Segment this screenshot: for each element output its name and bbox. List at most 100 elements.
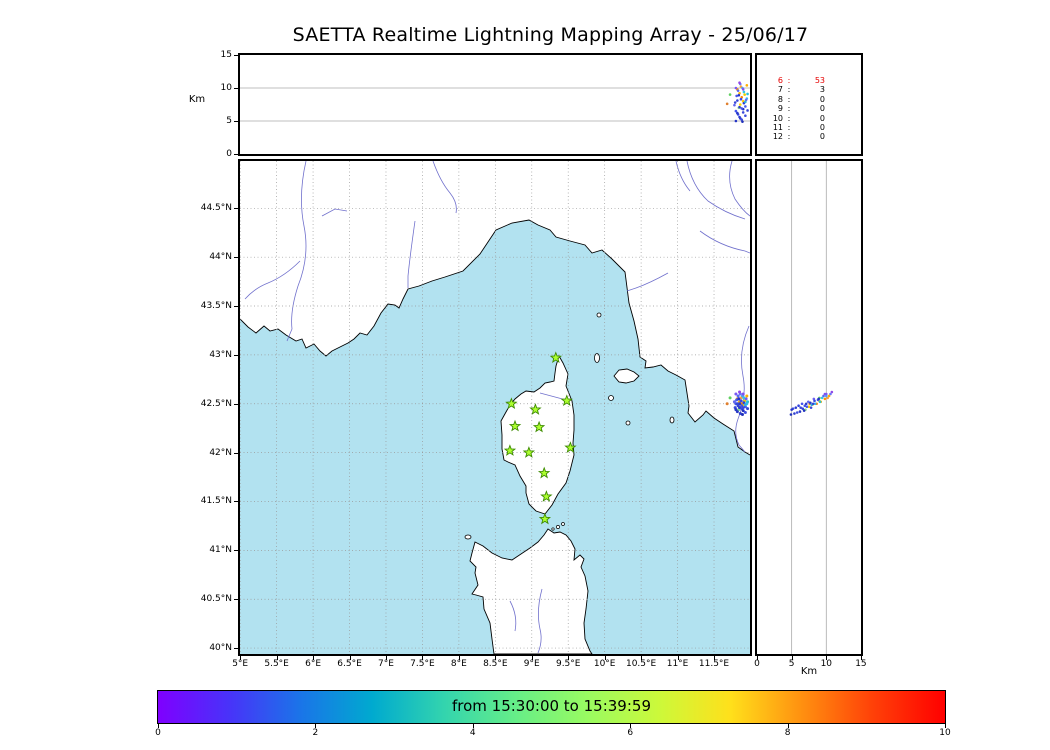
tick-mark bbox=[714, 656, 716, 660]
tick-mark bbox=[422, 656, 424, 660]
lon-tick-label: 9.5°E bbox=[555, 659, 581, 669]
tick-mark bbox=[826, 656, 828, 660]
station-markers bbox=[503, 351, 577, 525]
minute-count-label: : bbox=[787, 94, 791, 104]
tick-mark bbox=[472, 724, 474, 728]
tick-mark bbox=[630, 724, 632, 728]
tick-mark bbox=[234, 452, 238, 454]
colorbar-tick-label: 6 bbox=[627, 728, 634, 738]
station-star-marker bbox=[532, 420, 546, 433]
minute-count-row: 7: 3 bbox=[767, 85, 861, 94]
lon-tick-label: 10.5°E bbox=[625, 659, 657, 669]
colorbar-tick-label: 8 bbox=[784, 728, 791, 738]
lon-tick-label: 9°E bbox=[523, 659, 540, 669]
montecristo-island bbox=[625, 420, 631, 426]
minute-count-label: 11 bbox=[772, 123, 783, 133]
lon-tick-label: 6.5°E bbox=[337, 659, 362, 669]
lon-tick-label: 7°E bbox=[378, 659, 394, 669]
minute-count-value: 3 bbox=[819, 85, 825, 95]
station-star-marker bbox=[508, 419, 522, 432]
river-alpine bbox=[432, 161, 457, 214]
lat-tick-label: 43°N bbox=[209, 349, 232, 360]
river-arno bbox=[626, 272, 669, 292]
altitude-axis-label-right: Km bbox=[800, 666, 818, 677]
tick-mark bbox=[234, 306, 238, 308]
asinara-island bbox=[464, 534, 472, 540]
tick-mark bbox=[234, 354, 238, 356]
tick-mark bbox=[158, 724, 159, 728]
map-panel bbox=[238, 159, 752, 656]
station-star-marker bbox=[529, 403, 542, 415]
altitude-longitude-panel bbox=[238, 53, 752, 156]
tick-mark bbox=[385, 656, 387, 660]
minute-count-label: : bbox=[787, 123, 791, 133]
tick-mark bbox=[313, 656, 315, 660]
land-areas bbox=[240, 161, 750, 654]
lat-tick-label: 40°N bbox=[209, 643, 232, 654]
colorbar-tick-label: 10 bbox=[939, 728, 951, 738]
lon-tick-label: 8°E bbox=[450, 659, 467, 669]
tick-mark bbox=[791, 656, 793, 660]
lon-tick-label: 11.5°E bbox=[698, 659, 730, 669]
tick-mark bbox=[234, 208, 238, 210]
minute-count-row: 8: 0 bbox=[767, 95, 861, 104]
tick-mark bbox=[234, 154, 238, 155]
gorgona-island bbox=[596, 312, 602, 318]
tick-mark bbox=[349, 656, 351, 660]
minute-count-row: 12: 0 bbox=[767, 132, 861, 141]
tick-mark bbox=[315, 724, 317, 728]
alt-tick-label: 10 bbox=[220, 83, 232, 93]
tick-mark bbox=[234, 121, 238, 122]
giglio-island bbox=[669, 416, 675, 424]
elba-island bbox=[613, 368, 640, 384]
tick-mark bbox=[495, 656, 497, 660]
station-star-marker bbox=[537, 466, 551, 479]
station-star-marker bbox=[564, 441, 577, 453]
tick-mark bbox=[458, 656, 460, 660]
station-star-marker bbox=[505, 397, 518, 410]
tick-mark bbox=[276, 656, 278, 660]
minute-count-label: : bbox=[787, 76, 791, 85]
map-plot bbox=[240, 161, 750, 654]
tick-mark bbox=[234, 257, 238, 259]
lon-tick-label: 5.5°E bbox=[264, 659, 289, 669]
maddalena-islet-3 bbox=[551, 527, 555, 531]
minute-count-label: : bbox=[787, 113, 791, 123]
river-po-3 bbox=[675, 161, 691, 192]
minute-count-row: 9: 0 bbox=[767, 104, 861, 113]
lat-tick-label: 42°N bbox=[209, 447, 232, 458]
minute-count-label: 10 bbox=[772, 113, 783, 123]
lon-tick-label: 5°E bbox=[232, 659, 249, 669]
tick-mark bbox=[234, 88, 238, 89]
minute-count-value: 0 bbox=[819, 132, 825, 142]
lightning-sources-altitude-latitude bbox=[789, 390, 834, 416]
minute-count-value: 0 bbox=[819, 113, 825, 123]
minute-count-label: 7 bbox=[777, 85, 783, 95]
tick-mark bbox=[234, 403, 238, 405]
corsica-island bbox=[500, 354, 575, 515]
station-star-marker bbox=[549, 351, 563, 364]
alt-km-tick-label: 15 bbox=[855, 659, 867, 669]
minute-count-value: 0 bbox=[819, 94, 825, 104]
minute-count-value: 0 bbox=[819, 123, 825, 133]
tick-mark bbox=[568, 656, 570, 660]
lon-tick-label: 10°E bbox=[593, 659, 616, 669]
pianosa-island bbox=[608, 395, 614, 401]
tick-mark bbox=[234, 648, 238, 650]
tick-mark bbox=[234, 501, 238, 503]
minute-count-label: 6 bbox=[777, 76, 783, 85]
colorbar-tick-label: 0 bbox=[155, 728, 161, 738]
maddalena-islet-2 bbox=[561, 522, 565, 526]
lat-tick-label: 44°N bbox=[209, 252, 232, 263]
map-gridlines bbox=[240, 161, 750, 654]
minute-count-label: : bbox=[787, 104, 791, 114]
station-star-marker bbox=[522, 446, 535, 458]
maddalena-islet-1 bbox=[556, 525, 560, 529]
alt-tick-label: 0 bbox=[226, 149, 232, 159]
tick-mark bbox=[234, 599, 238, 601]
minute-count-row: 6: 53 bbox=[767, 76, 861, 85]
colorbar-tick-label: 2 bbox=[312, 728, 319, 738]
minute-count-label: : bbox=[787, 85, 791, 95]
minute-count-value: 0 bbox=[819, 104, 825, 114]
